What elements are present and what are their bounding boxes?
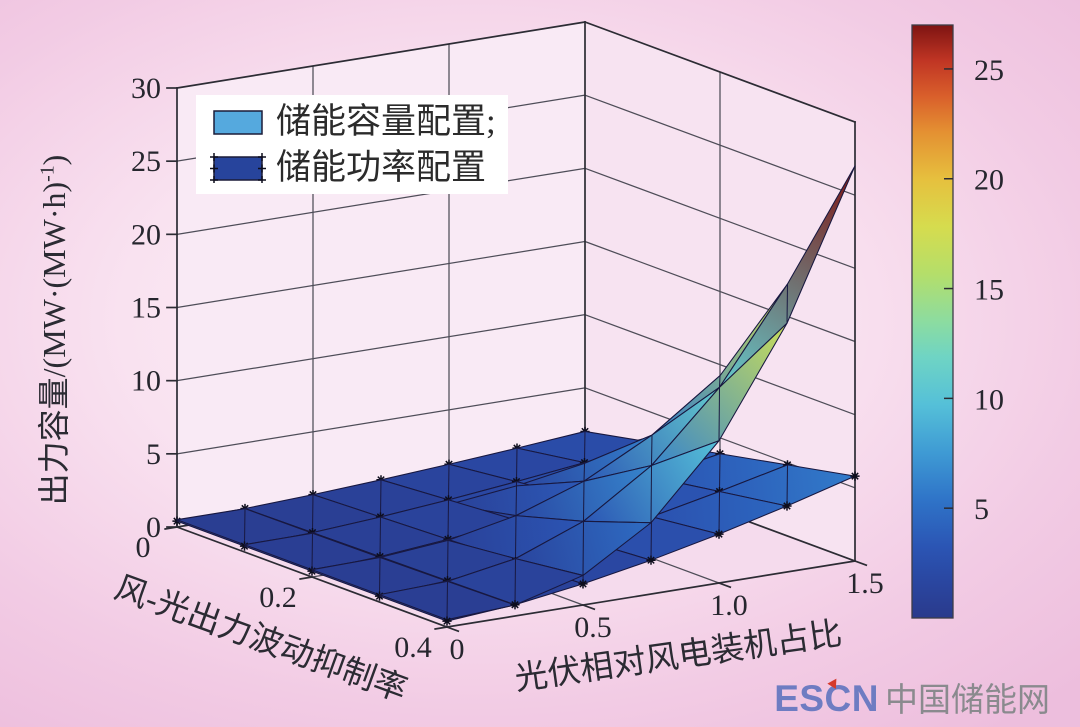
colorbar-tick-label: 15 (974, 274, 1004, 307)
grid-line (176, 387, 586, 455)
z-axis-label: 出力容量/(MW·(MW·h)-1) (29, 120, 75, 540)
y-tick (299, 576, 313, 580)
legend: 储能容量配置; 储能功率配置 (196, 95, 508, 194)
x-tick-label: 1.0 (710, 589, 748, 622)
power-swatch-rect (213, 155, 263, 181)
colorbar-bar (911, 24, 954, 619)
mesh-diagonal (448, 464, 450, 500)
legend-item-power: 储能功率配置 (210, 148, 508, 188)
legend-label-capacity: 储能容量配置; (276, 102, 496, 141)
z-tick-label: 30 (131, 72, 161, 105)
mesh-diagonal (379, 557, 381, 595)
watermark: ESCN 中国储能网 (774, 673, 1050, 721)
x-tick-label: 1.5 (846, 567, 884, 600)
grid-line (584, 94, 856, 196)
mesh-diagonal (312, 494, 314, 533)
y-tick (164, 526, 178, 530)
z-tick-label: 15 (131, 292, 161, 325)
data-point-marker (646, 555, 656, 565)
top-left-edge (176, 21, 586, 89)
mesh-diagonal (786, 284, 788, 324)
colorbar-tick-label: 25 (974, 54, 1004, 87)
colorbar-tick-label: 10 (974, 383, 1004, 416)
mesh-diagonal (311, 533, 313, 570)
grid-line (584, 240, 856, 343)
mesh-diagonal (516, 448, 518, 482)
mesh-diagonal (719, 375, 721, 388)
watermark-logo: ESCN (774, 676, 879, 719)
legend-swatch-capacity (213, 109, 263, 135)
x-axis-edge (446, 560, 856, 628)
y-tick-label: 0.4 (394, 631, 432, 664)
legend-label-power: 储能功率配置 (276, 148, 487, 187)
z-axis-label-superscript: -1 (36, 165, 59, 182)
mesh-diagonal (446, 581, 448, 620)
legend-swatch-power (210, 152, 266, 183)
mesh-diagonal (651, 435, 653, 466)
mesh-diagonal (650, 465, 652, 523)
y-tick-label: 0 (136, 531, 151, 564)
mesh-diagonal (584, 431, 586, 463)
surfaces (172, 165, 860, 626)
x-tick (445, 625, 460, 633)
mesh-diagonal (380, 479, 382, 517)
z-tick-label: 0 (146, 511, 161, 544)
mesh-diagonal (514, 558, 516, 606)
z-tick-label: 10 (131, 365, 161, 398)
data-point-marker (578, 579, 588, 589)
mesh-diagonal (583, 481, 585, 522)
data-point-marker (442, 616, 452, 626)
mesh-diagonal (582, 521, 584, 576)
colorbar: 5 10 15 20 25 (911, 24, 1004, 619)
z-axis-label-main: 出力容量/(MW·(MW·h) (36, 181, 72, 506)
mesh-diagonal (379, 516, 381, 557)
x-tick-label: 0.5 (574, 611, 612, 644)
mesh-diagonal (515, 485, 517, 516)
mesh-diagonal (244, 508, 246, 545)
x-tick (717, 581, 732, 589)
mesh-diagonal (718, 491, 720, 535)
data-point-marker (714, 529, 724, 539)
z-tick-label: 25 (131, 145, 161, 178)
x-tick (853, 559, 868, 567)
grid-line (584, 314, 856, 416)
mesh-diagonal (650, 516, 652, 561)
colorbar-tick-label: 20 (974, 164, 1004, 197)
power-swatch-markers (210, 152, 266, 183)
x-tick-label: 0 (450, 633, 465, 666)
mesh-diagonal (583, 463, 585, 482)
legend-item-capacity: 储能容量配置; (210, 102, 508, 142)
mesh-diagonal (718, 387, 720, 441)
z-axis-label-close: ) (36, 154, 72, 166)
tick-labels: 0 5 10 15 20 25 30 0 0.2 0.4 0 0.5 1.0 1.5 (131, 72, 884, 666)
y-tick-label: 0.2 (259, 581, 297, 614)
data-point-marker (510, 600, 520, 610)
mesh-diagonal (786, 464, 788, 507)
mesh-diagonal (447, 540, 449, 582)
z-tick-label: 5 (146, 438, 161, 471)
data-point-marker (782, 501, 792, 511)
watermark-site-name: 中国储能网 (885, 681, 1050, 718)
grid-line (176, 167, 586, 235)
y-tick (434, 626, 448, 630)
data-point-marker (850, 471, 860, 481)
mesh-diagonal (515, 515, 517, 559)
top-right-edge (583, 20, 857, 124)
grid-line (176, 314, 586, 382)
mesh-diagonal (447, 499, 449, 540)
x-tick (581, 603, 596, 611)
colorbar-tick-label: 5 (974, 493, 989, 526)
z-tick-label: 20 (131, 218, 161, 251)
mesh-diagonal (719, 453, 721, 492)
capacity-swatch-rect (213, 109, 263, 135)
grid-line (176, 240, 586, 309)
